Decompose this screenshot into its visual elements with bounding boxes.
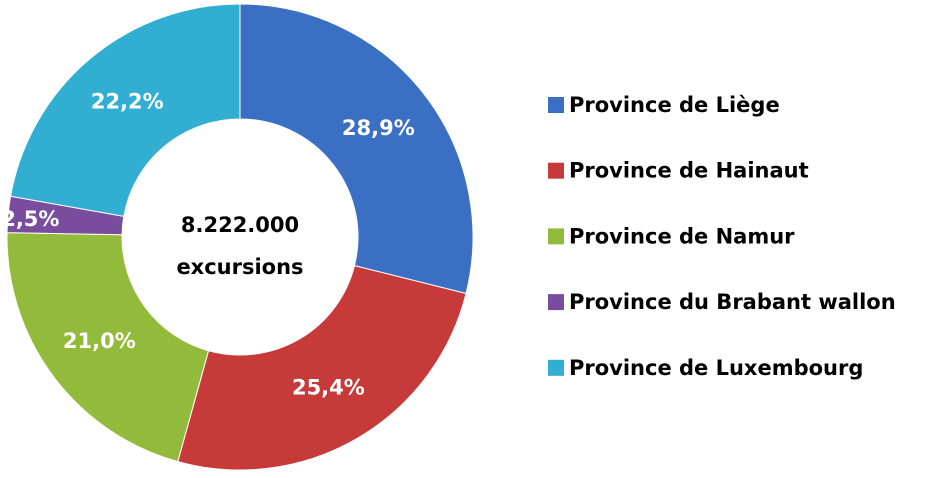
legend-label: Province du Brabant wallon [569,290,896,314]
value-label: 22,2% [91,89,164,113]
donut-slice [239,3,474,295]
donut-slice [177,265,467,471]
donut-slice [6,232,210,463]
legend-swatch [548,162,564,179]
legend-swatch [548,359,564,376]
legend-label: Province de Namur [569,224,795,248]
center-text: 8.222.000 [181,213,299,237]
legend-label: Province de Liège [569,93,780,117]
value-label: 28,9% [342,116,415,140]
legend-swatch [548,97,564,113]
value-label: 25,4% [292,376,365,400]
center-text: excursions [176,255,303,279]
legend-label: Province de Luxembourg [569,356,863,380]
legend-swatch [548,294,564,311]
value-label: 2,5% [1,207,59,231]
legend-swatch [548,228,564,245]
value-label: 21,0% [63,329,136,353]
legend-label: Province de Hainaut [569,159,809,183]
donut-slice [10,3,241,217]
